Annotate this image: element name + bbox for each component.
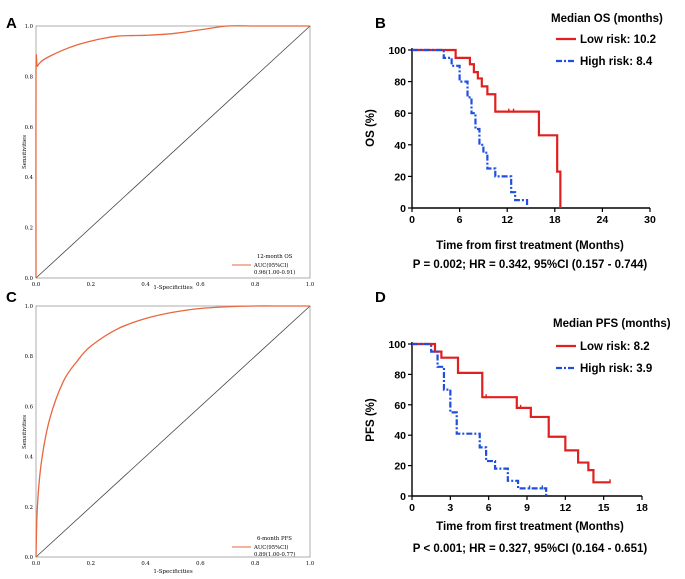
stats-annotation: P < 0.001; HR = 0.327, 95%CI (0.164 - 0.… xyxy=(413,543,648,555)
km-chart-os: 0 6 12 18 24 30 0 20 40 60 80 100 Time from first t… xyxy=(365,13,663,271)
x-tick-label: 0.4 xyxy=(141,282,150,288)
x-tick-label: 6 xyxy=(457,214,463,226)
y-tick-label: 40 xyxy=(394,430,406,442)
tick-labels: 0.0 0.2 0.4 0.6 0.8 1.0 0.0 0.2 0.4 0.6 0.8 1.0 xyxy=(25,304,315,567)
x-tick-label: 0.6 xyxy=(196,561,205,567)
km-chart-pfs: 0 3 6 9 12 15 18 0 20 40 60 80 100 Time from first t… xyxy=(365,318,671,555)
x-tick-label: 0.8 xyxy=(251,561,260,567)
y-axis-label: Sensitivities xyxy=(22,135,28,169)
y-tick-label: 80 xyxy=(394,369,406,381)
x-tick-label: 0.8 xyxy=(251,282,260,288)
legend-line1: AUC(95%CI) xyxy=(253,544,288,551)
y-tick-label: 1.0 xyxy=(25,304,34,310)
stats-annotation: P = 0.002; HR = 0.342, 95%CI (0.157 - 0.… xyxy=(413,259,648,271)
y-tick-label: 0.6 xyxy=(25,404,34,410)
panel-label-b: B xyxy=(375,15,386,32)
legend-title: Median OS (months) xyxy=(551,13,663,25)
axes: 0 6 12 18 24 30 0 20 40 60 80 100 xyxy=(388,45,656,226)
y-tick-label: 0 xyxy=(400,203,406,215)
x-axis-label: Time from first treatment (Months) xyxy=(436,521,624,533)
roc-curve xyxy=(35,305,310,558)
x-tick-label: 1.0 xyxy=(306,561,315,567)
legend-line2: 0.96(1.00-0.91) xyxy=(254,269,295,276)
x-tick-label: 9 xyxy=(524,502,530,514)
high-risk-curve xyxy=(412,342,548,496)
x-tick-label: 30 xyxy=(644,214,656,226)
y-tick-label: 0.0 xyxy=(25,555,34,561)
panel-label-a: A xyxy=(6,15,17,32)
y-tick-label: 0.4 xyxy=(25,175,34,181)
y-axis-label: OS (%) xyxy=(365,109,377,147)
x-tick-label: 18 xyxy=(549,214,561,226)
y-tick-label: 20 xyxy=(394,461,406,473)
legend-line1: AUC(95%CI) xyxy=(253,262,288,269)
y-tick-label: 0.2 xyxy=(25,226,33,232)
x-tick-label: 15 xyxy=(598,502,610,514)
y-tick-label: 40 xyxy=(394,140,406,152)
y-tick-label: 0.2 xyxy=(25,505,33,511)
x-tick-label: 6 xyxy=(486,502,492,514)
y-tick-label: 0.4 xyxy=(25,455,34,461)
legend-title: 12-month OS xyxy=(257,254,293,260)
y-tick-label: 60 xyxy=(394,400,406,412)
x-tick-label: 0 xyxy=(409,502,415,514)
y-tick-label: 1.0 xyxy=(25,24,34,30)
roc-chart-pfs: 0.0 0.2 0.4 0.6 0.8 1.0 0.0 0.2 0.4 0.6 0.8 1.0 1-S… xyxy=(22,304,315,575)
x-tick-label: 3 xyxy=(447,502,453,514)
y-axis-label: PFS (%) xyxy=(365,398,377,442)
legend-entry-high: High risk: 3.9 xyxy=(580,363,652,375)
x-tick-label: 1.0 xyxy=(306,282,315,288)
roc-chart-os: 0.0 0.2 0.4 0.6 0.8 1.0 0.0 0.2 0.4 0.6 0.8 1.0 1-S… xyxy=(22,24,315,291)
legend-title: Median PFS (months) xyxy=(553,318,671,330)
tick-labels: 0.0 0.2 0.4 0.6 0.8 1.0 0.0 0.2 0.4 0.6 0.8 1.0 xyxy=(25,24,315,288)
legend-line2: 0.89(1.00-0.77) xyxy=(254,551,295,558)
x-axis-label: 1-Specificities xyxy=(153,285,192,291)
y-tick-label: 0.8 xyxy=(25,354,34,360)
legend-entry-low: Low risk: 8.2 xyxy=(580,341,650,353)
x-tick-label: 12 xyxy=(501,214,513,226)
x-tick-label: 24 xyxy=(597,214,609,226)
y-tick-label: 0 xyxy=(400,491,406,503)
x-tick-label: 0 xyxy=(409,214,415,226)
y-axis-label: Sensitivities xyxy=(22,415,28,449)
x-tick-label: 0.2 xyxy=(87,561,95,567)
legend-title: 6-month PFS xyxy=(257,536,292,542)
legend-entry-low: Low risk: 10.2 xyxy=(580,34,656,46)
low-risk-curve xyxy=(412,48,562,208)
x-tick-label: 0.2 xyxy=(87,282,95,288)
x-tick-label: 0.4 xyxy=(141,561,150,567)
y-tick-label: 20 xyxy=(394,171,406,183)
legend: Median PFS (months) Low risk: 8.2 High r… xyxy=(553,318,671,375)
low-risk-curve xyxy=(412,342,611,484)
reference-line xyxy=(35,25,311,279)
high-risk-curve xyxy=(412,48,529,208)
x-axis-label: 1-Specificities xyxy=(153,569,192,575)
legend: 12-month OS AUC(95%CI) 0.96(1.00-0.91) xyxy=(232,254,295,276)
y-tick-label: 100 xyxy=(388,45,406,57)
x-tick-label: 12 xyxy=(559,502,571,514)
y-tick-label: 60 xyxy=(394,108,406,120)
y-tick-label: 80 xyxy=(394,77,406,89)
reference-line xyxy=(35,305,311,558)
survival-curves xyxy=(412,342,611,496)
survival-curves xyxy=(412,48,562,208)
legend: 6-month PFS AUC(95%CI) 0.89(1.00-0.77) xyxy=(232,536,295,558)
panel-label-c: C xyxy=(6,289,17,306)
x-tick-label: 0.0 xyxy=(32,561,41,567)
x-tick-label: 0.6 xyxy=(196,282,205,288)
legend: Median OS (months) Low risk: 10.2 High r… xyxy=(551,13,663,68)
x-tick-label: 18 xyxy=(636,502,648,514)
x-axis-label: Time from first treatment (Months) xyxy=(436,240,624,252)
y-tick-label: 0.0 xyxy=(25,276,34,282)
y-tick-label: 0.6 xyxy=(25,125,34,131)
panel-label-d: D xyxy=(375,289,386,306)
y-tick-label: 100 xyxy=(388,339,406,351)
x-tick-label: 0.0 xyxy=(32,282,41,288)
legend-entry-high: High risk: 8.4 xyxy=(580,56,653,68)
y-tick-label: 0.8 xyxy=(25,74,34,80)
axes: 0 3 6 9 12 15 18 0 20 40 60 80 100 xyxy=(388,339,648,514)
roc-curve xyxy=(35,25,310,279)
